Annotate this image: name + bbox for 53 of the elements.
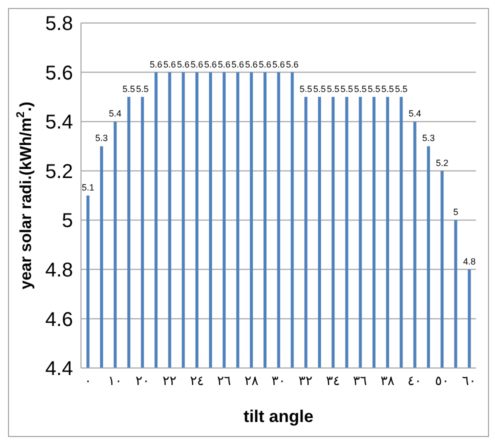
y-tick-label: 5.2: [45, 160, 73, 183]
y-tick-label: 5.6: [45, 62, 73, 84]
y-tick-label: 4.8: [45, 260, 73, 282]
x-tick-label: ٣٢: [298, 373, 313, 388]
y-tick-label: 4.6: [45, 308, 73, 331]
data-label: 5.6: [150, 59, 162, 70]
x-tick-label: ٣٦: [353, 373, 368, 388]
data-label: 5.6: [245, 59, 258, 70]
data-label: 5.5: [381, 84, 394, 94]
y-tick-label: 4.4: [45, 358, 73, 380]
data-label: 5.6: [232, 59, 244, 70]
data-label: 5.5: [354, 84, 367, 94]
data-label: 5.6: [286, 59, 299, 70]
data-label: 5.5: [136, 84, 149, 94]
y-tick-label: 5.4: [45, 112, 73, 134]
data-label: 5.6: [272, 59, 285, 70]
x-tick-label: ٠: [84, 373, 92, 388]
data-label: 5.6: [218, 59, 230, 70]
x-tick-label: ١٠: [108, 373, 122, 388]
data-label: 5.5: [340, 84, 353, 94]
x-tick-label: ٢٨: [244, 373, 258, 388]
x-tick-label: ٢٦: [217, 373, 232, 388]
data-label: 5.6: [190, 59, 204, 70]
x-tick-label: ٣٠: [272, 373, 286, 388]
x-tick-label: ٦٠: [462, 373, 476, 388]
data-label: 5.3: [422, 133, 435, 144]
data-label: 5.5: [394, 84, 408, 94]
y-tick-label: 5.8: [45, 13, 73, 36]
data-label: 5.5: [122, 84, 136, 94]
x-tick-label: ٤٠: [408, 373, 422, 388]
x-axis-title: tilt angle: [244, 407, 314, 426]
x-tick-label: ٣٨: [380, 373, 394, 388]
data-label: 5.5: [326, 84, 340, 94]
data-label: 5.6: [177, 59, 190, 70]
data-label: 5.5: [313, 84, 326, 94]
y-tick-label: 5: [62, 210, 73, 232]
data-label: 5.4: [408, 108, 422, 119]
data-label: 5.3: [95, 133, 108, 144]
data-label: 5.5: [300, 84, 312, 94]
data-label: 5.4: [108, 108, 122, 119]
x-tick-label: ٢٤: [190, 373, 204, 388]
data-label: 5.6: [204, 59, 217, 70]
data-label: 4.8: [463, 256, 476, 266]
data-label: 5.6: [258, 59, 272, 70]
data-label: 5.6: [163, 59, 176, 70]
data-label: 5.1: [82, 182, 94, 192]
x-tick-label: ٢٢: [162, 373, 177, 388]
data-label: 5: [453, 207, 458, 218]
x-tick-label: ٥٠: [434, 373, 449, 388]
data-label: 5.5: [368, 84, 380, 94]
x-tick-label: ٣٤: [326, 373, 340, 388]
x-tick-label: ٢٠: [135, 373, 150, 388]
data-label: 5.2: [436, 158, 448, 168]
